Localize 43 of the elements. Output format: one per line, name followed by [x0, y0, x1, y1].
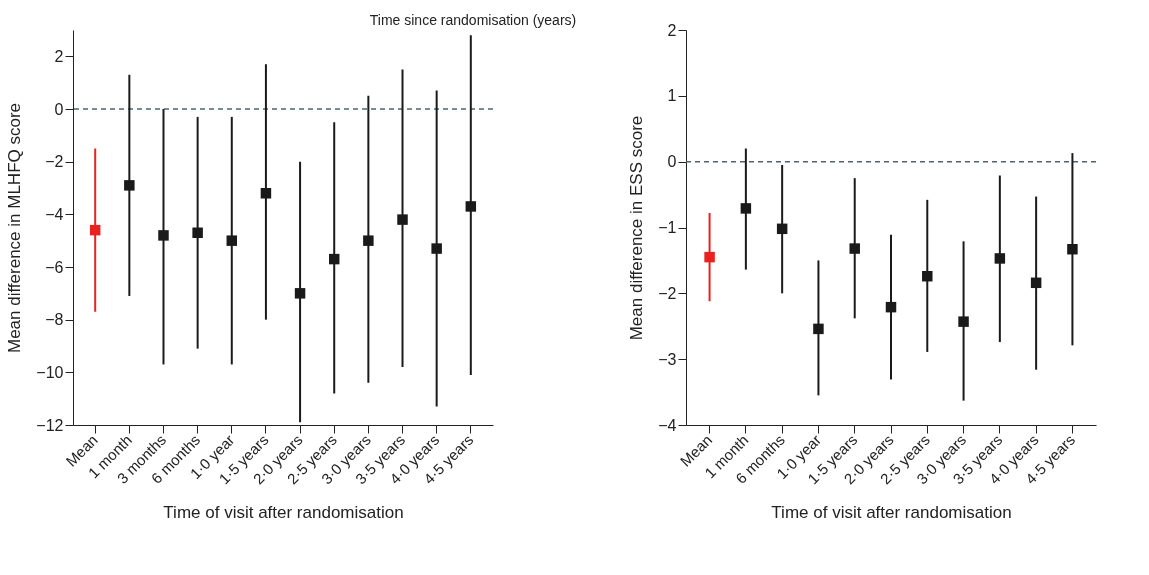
- y-tick-label: −3: [658, 350, 677, 368]
- y-tick-label: −4: [45, 205, 64, 223]
- y-axis-title: Mean difference in ESS score: [627, 115, 647, 341]
- point: [158, 230, 169, 241]
- point: [849, 243, 860, 254]
- point: [704, 251, 715, 263]
- point: [89, 224, 101, 236]
- point: [363, 235, 374, 246]
- y-axis-title: Mean difference in MLHFQ score: [5, 102, 25, 354]
- y-tick-label: −2: [658, 284, 677, 302]
- point: [226, 235, 238, 246]
- y-tick-label: −1: [658, 219, 677, 236]
- y-tick-label: 2: [54, 47, 64, 65]
- point: [813, 323, 824, 335]
- point: [431, 243, 442, 254]
- point: [294, 288, 306, 299]
- y-tick-label: 0: [667, 153, 677, 171]
- point: [885, 301, 897, 313]
- text: Time since randomisation (years): [369, 12, 577, 28]
- point: [397, 214, 408, 225]
- point: [1030, 277, 1042, 289]
- point: [740, 203, 752, 214]
- y-tick-label: −2: [45, 153, 64, 171]
- point: [958, 316, 969, 327]
- point: [994, 253, 1006, 264]
- point: [192, 227, 203, 239]
- y-tick-label: 0: [54, 100, 64, 118]
- y-tick-label: −8: [45, 311, 64, 329]
- point: [328, 253, 340, 265]
- point: [922, 270, 933, 282]
- x-axis-title: Time of visit after randomisation: [771, 503, 1012, 523]
- y-tick-label: 1: [667, 87, 677, 105]
- y-tick-label: −10: [36, 363, 64, 381]
- y-tick-label: −6: [45, 258, 64, 276]
- y-tick-label: −12: [36, 416, 64, 434]
- point: [1067, 243, 1078, 255]
- point: [465, 201, 477, 212]
- point: [124, 180, 135, 191]
- point: [776, 223, 788, 235]
- y-tick-label: −4: [658, 416, 677, 434]
- x-axis-title: Time of visit after randomisation: [163, 503, 404, 523]
- point: [260, 188, 272, 199]
- y-tick-label: 2: [667, 21, 677, 39]
